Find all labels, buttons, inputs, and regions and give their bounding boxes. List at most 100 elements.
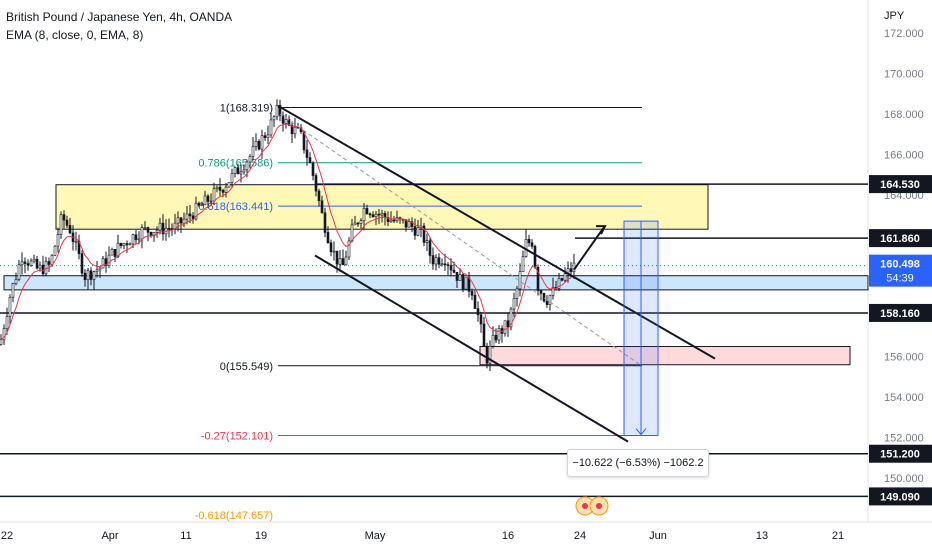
candle-body — [119, 242, 123, 247]
candle-body — [176, 217, 180, 224]
time-tick-label: Jun — [649, 530, 667, 542]
candle-body — [128, 243, 132, 246]
channel-upper-line — [277, 104, 716, 360]
candle-body — [284, 119, 288, 124]
time-tick-label: 21 — [832, 530, 844, 542]
candle-body — [413, 226, 417, 236]
candle-body — [269, 119, 273, 136]
candle-body — [248, 156, 252, 163]
candle-body — [473, 294, 477, 309]
candle-body — [485, 345, 489, 364]
candle-body — [29, 260, 33, 266]
candle-body — [422, 225, 426, 243]
ema-line-path — [0, 123, 575, 341]
candle-body — [389, 219, 393, 223]
countdown-label: 54:39 — [886, 273, 914, 285]
candle-body — [182, 218, 186, 224]
level-price-label: 149.090 — [880, 491, 920, 503]
candle-body — [191, 215, 195, 220]
measurement-label: −10.622 (−6.53%) −1062.2 — [567, 449, 709, 477]
candle-body — [569, 268, 573, 273]
candle-body — [368, 213, 372, 216]
candle-body — [479, 314, 483, 325]
candle-body — [314, 175, 318, 192]
candle-body — [509, 308, 513, 328]
horizontal-levels — [0, 183, 868, 498]
measurement-tool — [623, 220, 659, 437]
candle-body — [146, 227, 150, 233]
fibonacci-levels: 1(168.319) 0.786(165.586) 0.618(163.441) 0(… — [195, 102, 642, 522]
candle-body — [2, 328, 6, 341]
candle-body — [446, 264, 450, 266]
candle-body — [320, 200, 324, 214]
candle-body — [20, 261, 24, 266]
candle-body — [542, 293, 546, 302]
candle-body — [332, 250, 336, 253]
candle-body — [557, 278, 561, 289]
candle-body — [266, 134, 270, 138]
price-tick-label: 150.000 — [884, 473, 924, 485]
candle-body — [533, 246, 537, 268]
candle-body — [350, 224, 354, 242]
candle-body — [260, 135, 264, 150]
fib-level-label: 0.618(163.441) — [198, 201, 273, 213]
indicator-legend[interactable]: EMA (8, close, 0, EMA, 8) — [6, 28, 144, 42]
candle-body — [227, 182, 231, 188]
candle-body — [161, 222, 165, 235]
demand-zone — [479, 346, 851, 366]
candle-body — [212, 188, 216, 202]
candle-body — [503, 320, 507, 334]
candle-body — [359, 220, 363, 224]
candle-body — [449, 265, 453, 271]
candle-body — [122, 243, 126, 247]
level-price-label: 151.200 — [880, 449, 920, 461]
event-marker-dot — [596, 503, 602, 509]
candle-body — [341, 258, 345, 266]
time-tick-label: 11 — [180, 530, 191, 542]
candle-body — [518, 271, 522, 290]
candle-body — [305, 149, 309, 158]
candle-body — [455, 272, 459, 281]
candle-body — [467, 277, 471, 292]
candle-body — [353, 222, 357, 226]
measurement-arrow-head — [635, 428, 647, 436]
price-tick-label: 156.000 — [884, 352, 924, 364]
candle-body — [86, 270, 90, 281]
candle-body — [95, 269, 99, 273]
channel-lower-line — [314, 254, 629, 443]
candle-body — [101, 258, 105, 269]
candle-body — [203, 195, 207, 206]
fib-level-label: 0.786(165.586) — [198, 158, 273, 170]
candle-body — [209, 200, 213, 203]
candle-body — [245, 161, 249, 171]
candle-body — [371, 214, 375, 218]
candle-body — [491, 334, 495, 347]
candle-body — [224, 186, 228, 193]
candle-body — [137, 238, 141, 241]
time-tick-label: 24 — [574, 530, 586, 542]
candle-body — [362, 208, 366, 221]
candle-body — [239, 171, 243, 175]
candle-body — [563, 273, 567, 281]
candle-body — [230, 173, 234, 183]
support-zone — [3, 275, 869, 291]
price-tick-label: 172.000 — [884, 28, 924, 40]
candle-body — [200, 204, 204, 207]
candle-body — [107, 254, 111, 267]
candle-body — [263, 135, 267, 138]
candle-body — [326, 232, 330, 244]
candle-body — [110, 249, 114, 256]
candle-body — [215, 186, 219, 190]
candle-body — [308, 157, 312, 164]
event-marker-dot — [582, 503, 588, 509]
candle-body — [281, 115, 285, 124]
candle-body — [143, 227, 147, 229]
level-price-label: 164.530 — [880, 179, 920, 191]
candle-body — [62, 214, 66, 221]
candle-body — [251, 146, 255, 157]
zones — [3, 184, 869, 366]
candle-body — [344, 256, 348, 266]
candle-body — [131, 234, 135, 245]
